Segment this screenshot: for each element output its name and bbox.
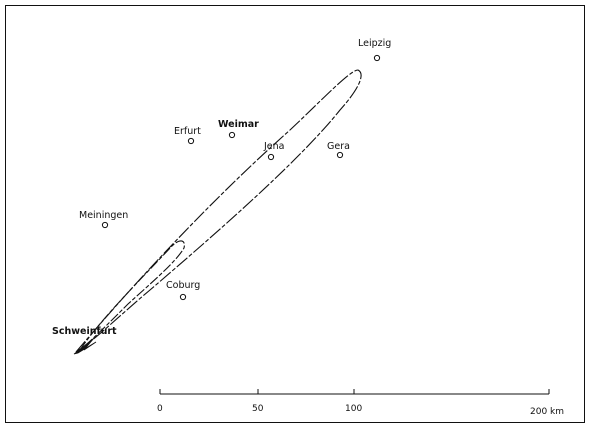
outer-plume-contour bbox=[75, 69, 362, 353]
city-marker-coburg bbox=[179, 293, 187, 301]
map-frame bbox=[5, 5, 585, 423]
city-label-jena: Jena bbox=[263, 141, 285, 152]
scale-label-50: 50 bbox=[252, 404, 264, 414]
city-marker-erfurt bbox=[187, 137, 195, 145]
source-plume-marker bbox=[73, 337, 97, 355]
city-marker-jena bbox=[267, 153, 275, 161]
city-marker-leipzig bbox=[373, 54, 381, 62]
city-label-meiningen: Meiningen bbox=[79, 210, 128, 221]
city-label-gera: Gera bbox=[327, 141, 350, 152]
city-label-weimar: Weimar bbox=[218, 119, 259, 130]
city-marker-weimar bbox=[228, 131, 236, 139]
scale-label-100: 100 bbox=[345, 404, 362, 414]
city-label-coburg: Coburg bbox=[166, 280, 200, 291]
city-marker-meiningen bbox=[101, 221, 109, 229]
scale-label-200km: 200 km bbox=[530, 407, 564, 417]
city-label-erfurt: Erfurt bbox=[174, 126, 201, 137]
city-label-leipzig: Leipzig bbox=[358, 38, 391, 49]
inner-plume-contour bbox=[79, 240, 185, 351]
city-label-schweinfurt: Schweinfurt bbox=[52, 326, 117, 337]
scale-label-0: 0 bbox=[157, 404, 163, 414]
scale-bar: 0 50 100 200 km bbox=[157, 389, 564, 417]
city-marker-gera bbox=[336, 151, 344, 159]
